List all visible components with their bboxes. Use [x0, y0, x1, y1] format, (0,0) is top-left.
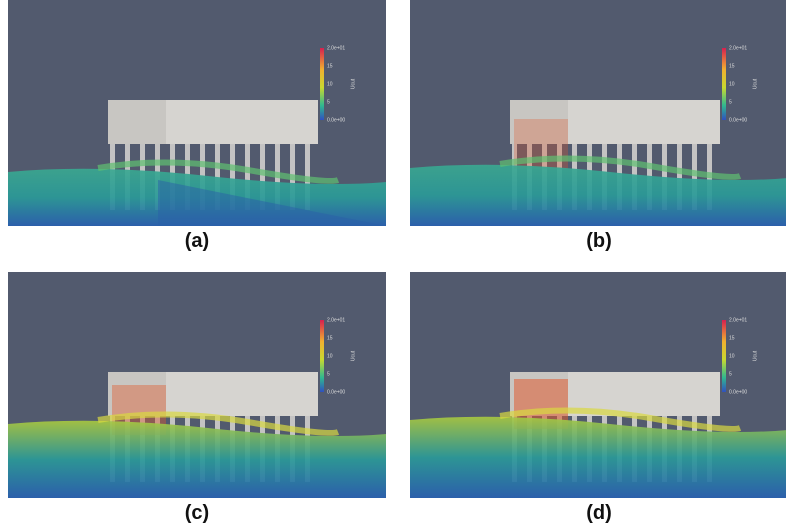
colorbar-title: Ucut [350, 350, 356, 361]
colorbar-tick-label: 10 [327, 81, 333, 87]
colorbar-title: Ucut [350, 78, 356, 89]
colorbar [722, 320, 726, 392]
colorbar [722, 48, 726, 120]
panel-label: (d) [410, 502, 786, 525]
figure: 2.0e+01 15 10 5 0.0e+00 Ucut (a) 2.0e+01 15 10 5 0… [0, 0, 786, 532]
colorbar-tick-label: 15 [729, 335, 735, 341]
colorbar-tick-label: 10 [327, 353, 333, 359]
colorbar-tick-label: 0.0e+00 [327, 389, 345, 395]
colorbar-tick-label: 5 [729, 371, 732, 377]
simulation-panel: 2.0e+01 15 10 5 0.0e+00 Ucut [8, 272, 386, 498]
colorbar-title: Ucut [752, 350, 758, 361]
colorbar-tick-label: 10 [729, 81, 735, 87]
colorbar-tick-label: 2.0e+01 [327, 317, 345, 323]
panel-label: (a) [8, 230, 386, 253]
colorbar-tick-label: 5 [729, 99, 732, 105]
colorbar-tick-label: 5 [327, 371, 330, 377]
colorbar-tick-label: 0.0e+00 [729, 117, 747, 123]
colorbar-tick-label: 2.0e+01 [729, 317, 747, 323]
simulation-panel: 2.0e+01 15 10 5 0.0e+00 Ucut [410, 0, 786, 226]
colorbar-tick-label: 15 [729, 63, 735, 69]
colorbar-tick-label: 15 [327, 63, 333, 69]
simulation-panel: 2.0e+01 15 10 5 0.0e+00 Ucut [8, 0, 386, 226]
colorbar [320, 48, 324, 120]
building-shade [108, 100, 166, 144]
colorbar-tick-label: 2.0e+01 [327, 45, 345, 51]
panel-label: (c) [8, 502, 386, 525]
colorbar-title: Ucut [752, 78, 758, 89]
simulation-panel: 2.0e+01 15 10 5 0.0e+00 Ucut [410, 272, 786, 498]
colorbar-tick-label: 15 [327, 335, 333, 341]
colorbar-tick-label: 5 [327, 99, 330, 105]
colorbar-tick-label: 2.0e+01 [729, 45, 747, 51]
colorbar-tick-label: 10 [729, 353, 735, 359]
panel-label: (b) [410, 230, 786, 253]
colorbar-tick-label: 0.0e+00 [327, 117, 345, 123]
colorbar-tick-label: 0.0e+00 [729, 389, 747, 395]
colorbar [320, 320, 324, 392]
